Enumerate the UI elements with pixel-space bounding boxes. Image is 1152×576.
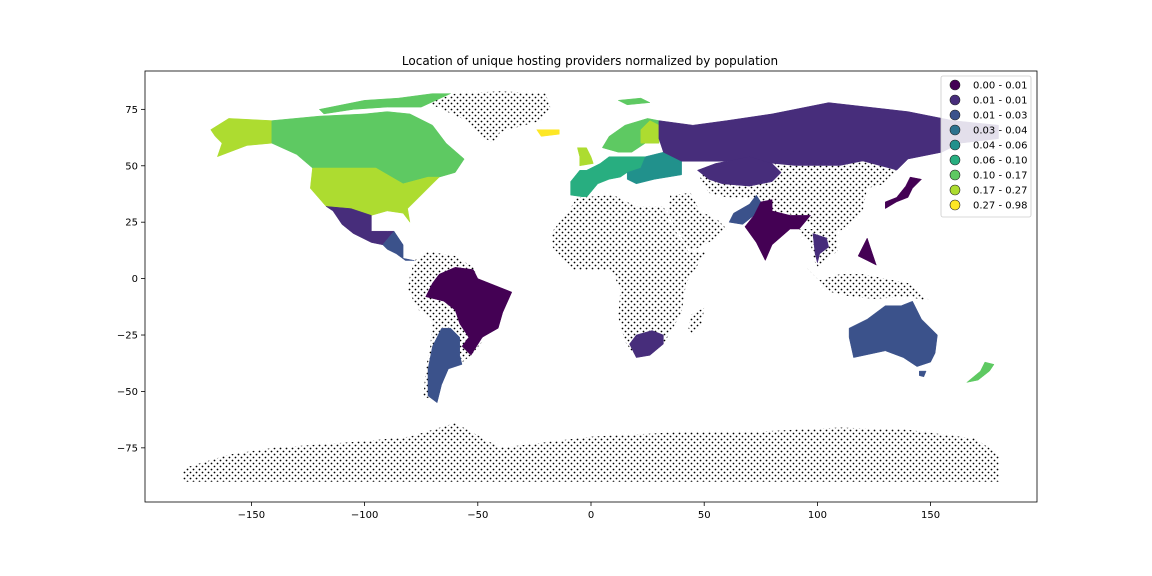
region-argentina: [427, 327, 463, 404]
region-kazakhstan: [696, 156, 782, 187]
region-tasmania: [919, 370, 927, 378]
region-iceland: [536, 129, 560, 137]
region-finland: [640, 120, 660, 144]
region-australia: [848, 300, 938, 367]
region-japan: [885, 176, 923, 210]
region-madagascar: [688, 307, 705, 335]
region-russia: [658, 102, 999, 171]
y-tick-label: −50: [117, 387, 138, 398]
region-canadian-arctic: [318, 93, 451, 115]
region-brazil: [425, 267, 513, 356]
region-mexico: [325, 206, 395, 246]
legend-marker: [949, 154, 961, 166]
map-regions: [183, 91, 999, 482]
legend-label: 0.03 - 0.04: [973, 126, 1028, 137]
x-axis: −150 −100 −50 0 50 100 150: [238, 502, 940, 521]
region-antarctica: [183, 423, 999, 482]
legend-label: 0.01 - 0.03: [973, 111, 1028, 122]
region-pakistan: [728, 194, 762, 225]
region-europe-east: [626, 151, 682, 185]
region-thailand: [812, 233, 829, 263]
region-south-africa: [629, 330, 664, 358]
legend: 0.00 - 0.01 0.01 - 0.01 0.01 - 0.03 0.03 - …: [940, 75, 1032, 218]
legend-label: 0.17 - 0.27: [973, 186, 1028, 197]
y-tick-label: −25: [117, 331, 138, 342]
legend-marker: [949, 79, 961, 91]
x-tick-label: −100: [351, 510, 378, 521]
region-great-britain: [577, 147, 594, 167]
legend-marker: [949, 109, 961, 121]
y-tick-label: 75: [125, 105, 138, 116]
x-tick-label: 0: [588, 510, 594, 521]
region-canada: [271, 111, 465, 185]
region-indonesia: [806, 267, 931, 302]
legend-marker: [949, 199, 961, 211]
y-tick-label: 0: [132, 274, 138, 285]
region-new-zealand: [966, 361, 995, 383]
region-alaska: [210, 118, 273, 158]
x-tick-label: 50: [698, 510, 711, 521]
region-africa: [552, 195, 707, 358]
x-tick-label: 150: [921, 510, 940, 521]
x-tick-label: 100: [808, 510, 827, 521]
x-tick-label: −50: [467, 510, 488, 521]
chart-title: Location of unique hosting providers nor…: [402, 54, 778, 68]
x-tick-label: −150: [238, 510, 265, 521]
legend-marker: [949, 139, 961, 151]
region-philippines: [857, 237, 877, 266]
region-middle-east: [668, 192, 727, 252]
legend-label: 0.27 - 0.98: [973, 201, 1028, 212]
y-tick-label: −75: [117, 443, 138, 454]
legend-marker: [949, 169, 961, 181]
legend-label: 0.00 - 0.01: [973, 81, 1028, 92]
region-india: [744, 199, 812, 262]
y-axis: 75 50 25 0 −25 −50 −75: [117, 105, 145, 454]
legend-label: 0.01 - 0.01: [973, 96, 1028, 107]
legend-box: [940, 75, 1032, 218]
y-tick-label: 25: [125, 218, 138, 229]
region-svalbard: [617, 97, 651, 106]
legend-label: 0.10 - 0.17: [973, 171, 1028, 182]
legend-label: 0.04 - 0.06: [973, 141, 1028, 152]
legend-marker: [949, 124, 961, 136]
region-greenland: [428, 91, 551, 144]
legend-marker: [949, 184, 961, 196]
y-tick-label: 50: [125, 161, 138, 172]
legend-marker: [949, 94, 961, 106]
legend-label: 0.06 - 0.10: [973, 156, 1028, 167]
